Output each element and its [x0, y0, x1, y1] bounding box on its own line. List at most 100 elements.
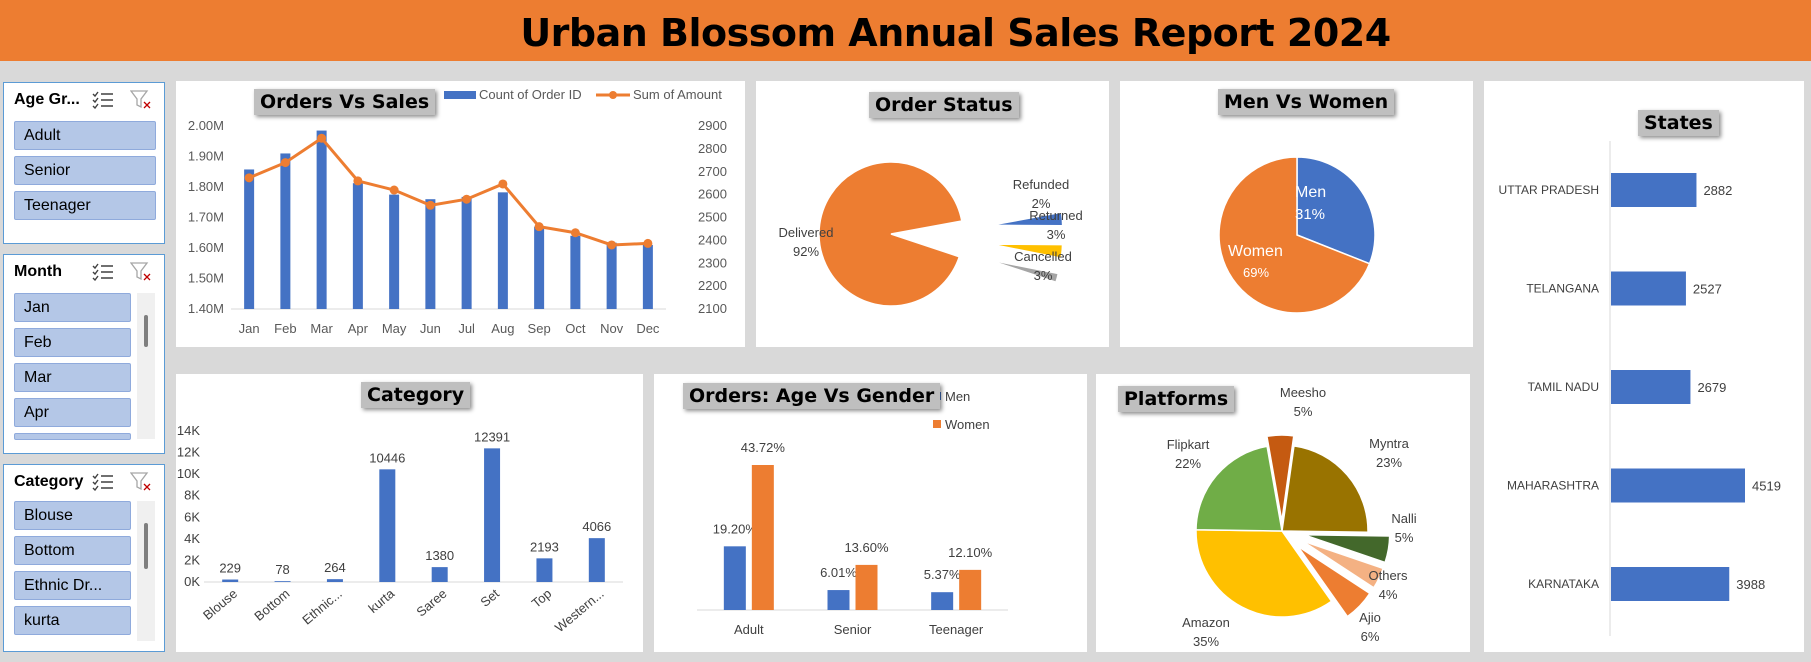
platform-slice-others: [1301, 539, 1385, 589]
chart-title: Orders Vs Sales: [254, 89, 436, 115]
header-banner: Urban Blossom Annual Sales Report 2024: [0, 0, 1811, 61]
category-panel: 14K 12K 10K 8K 6K 4K 2K 0K 229 Blouse 78 Bottom 264 E…: [176, 374, 643, 652]
data-label: 264: [324, 560, 346, 575]
scroll-thumb[interactable]: [144, 315, 148, 347]
slicer-item-ethnic[interactable]: Ethnic Dr...: [14, 571, 131, 600]
data-label: 78: [275, 562, 289, 577]
y-axis-tick: 6K: [184, 509, 200, 524]
orders-bar-apr: [352, 183, 363, 309]
state-bar-uttar-pradesh: [1611, 173, 1697, 207]
legend-swatch-women: [933, 420, 941, 428]
x-axis-tick: Ethnic...: [299, 586, 345, 628]
multi-select-icon[interactable]: [92, 473, 114, 491]
right-axis-tick: 2700: [698, 164, 727, 179]
clear-filter-icon[interactable]: [130, 262, 152, 282]
x-axis-tick: Jan: [239, 321, 260, 336]
data-label: 10446: [369, 450, 405, 465]
legend-label-orders: Count of Order ID: [479, 87, 582, 102]
slicer-title: Category: [14, 473, 84, 490]
x-axis-tick: Jul: [458, 321, 475, 336]
clear-filter-icon[interactable]: [130, 472, 152, 492]
sales-point-aug: [498, 179, 508, 189]
order-status-slice-returned: [990, 243, 1064, 259]
left-axis-tick: 1.60M: [188, 240, 224, 255]
sales-point-jul: [462, 194, 472, 204]
slicer-scrollbar[interactable]: [137, 501, 155, 641]
category-slicer: Category Blouse Bottom Ethnic Dr... kurt…: [3, 464, 165, 652]
label-nalli: Nalli: [1391, 511, 1416, 526]
slicer-item-partial[interactable]: [14, 433, 131, 440]
slicer-item-adult[interactable]: Adult: [14, 121, 156, 150]
legend-swatch-sales-point: [609, 91, 617, 99]
x-axis-tick: Western...: [552, 586, 607, 635]
orders-bar-mar: [316, 130, 327, 309]
gender-slice-men: [1296, 156, 1376, 265]
sales-point-feb: [280, 158, 290, 168]
x-axis-tick: Bottom: [251, 586, 292, 624]
percent-returned: 3%: [1047, 227, 1066, 242]
orders-bar-nov: [606, 242, 617, 309]
slicer-item-apr[interactable]: Apr: [14, 398, 131, 427]
chart-title: Orders: Age Vs Gender: [683, 383, 941, 409]
order-status-chart: Delivered 92% Cancelled 3% Returned 3% Refunde…: [779, 161, 1083, 307]
state-value: 3988: [1736, 577, 1765, 592]
x-axis-tick: Nov: [600, 321, 624, 336]
sales-point-may: [389, 185, 399, 195]
orders-bar-sep: [534, 226, 545, 309]
left-axis-tick: 2.00M: [188, 118, 224, 133]
order-status-slice-cancelled: [990, 211, 1064, 227]
sales-point-apr: [353, 176, 363, 186]
x-axis-tick: Teenager: [929, 622, 984, 637]
orders-bar-may: [389, 194, 400, 309]
chart-title: States: [1638, 110, 1719, 136]
y-axis-tick: 4K: [184, 531, 200, 546]
slicer-item-feb[interactable]: Feb: [14, 328, 131, 357]
x-axis-tick: Blouse: [200, 586, 240, 623]
clear-filter-icon[interactable]: [130, 90, 152, 110]
scroll-thumb[interactable]: [144, 523, 148, 569]
slicer-item-mar[interactable]: Mar: [14, 363, 131, 392]
label-returned: Returned: [1029, 208, 1082, 223]
chart-title: Platforms: [1118, 386, 1235, 412]
x-axis-tick: Set: [477, 586, 502, 610]
right-axis-tick: 2500: [698, 210, 727, 225]
label-delivered: Delivered: [779, 225, 834, 240]
data-label: 12391: [474, 429, 510, 444]
state-label: TAMIL NADU: [1528, 380, 1599, 394]
women-bar-adult: [751, 465, 774, 610]
multi-select-icon[interactable]: [92, 91, 114, 109]
platforms-chart: Meesho 5% Myntra 23% Nalli 5% Others 4% Ajio 6% Am…: [1167, 385, 1417, 649]
data-label: 1380: [425, 548, 454, 563]
right-axis-tick: 2300: [698, 255, 727, 270]
women-bar-senior: [855, 564, 878, 610]
slicer-item-jan[interactable]: Jan: [14, 293, 131, 322]
gender-slice-women: [1218, 156, 1371, 314]
data-label: 4066: [582, 519, 611, 534]
slicer-scrollbar[interactable]: [137, 293, 155, 439]
label-myntra: Myntra: [1369, 436, 1410, 451]
label-amazon: Amazon: [1182, 615, 1230, 630]
label-cancelled: Cancelled: [1014, 249, 1072, 264]
order-status-slice-delivered: [818, 161, 963, 307]
platform-slice-myntra: [1281, 444, 1369, 533]
slicer-item-teenager[interactable]: Teenager: [14, 191, 156, 220]
chart-title: Men Vs Women: [1218, 89, 1395, 115]
slicer-item-bottom[interactable]: Bottom: [14, 536, 131, 565]
orders-bar-jul: [461, 196, 472, 309]
y-axis-tick: 2K: [184, 552, 200, 567]
label-meesho: Meesho: [1280, 385, 1326, 400]
category-bar-bottom: [274, 581, 291, 582]
sales-point-oct: [570, 228, 580, 238]
data-label: 229: [219, 561, 241, 576]
slicer-item-senior[interactable]: Senior: [14, 156, 156, 185]
slicer-item-blouse[interactable]: Blouse: [14, 501, 131, 530]
multi-select-icon[interactable]: [92, 263, 114, 281]
orders-vs-sales-panel: 2.00M 1.90M 1.80M 1.70M 1.60M 1.50M 1.40M 2900 2…: [176, 81, 745, 347]
data-label: 2193: [530, 539, 559, 554]
state-label: TELANGANA: [1526, 282, 1599, 296]
age-vs-gender-panel: 19.20% 43.72% Adult 6.01% 13.60% Senior 5.37% 1…: [654, 374, 1087, 652]
slicer-item-kurta[interactable]: kurta: [14, 606, 131, 635]
category-bar-blouse: [222, 579, 239, 582]
data-label: 13.60%: [844, 540, 889, 555]
sales-point-jan: [244, 173, 254, 183]
